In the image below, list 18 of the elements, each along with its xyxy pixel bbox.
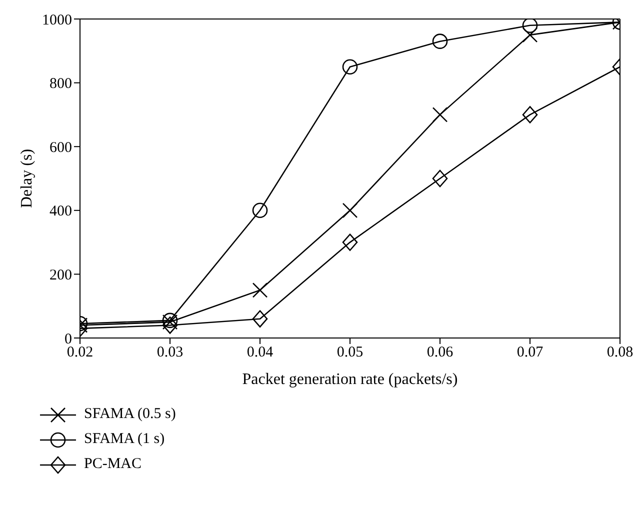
legend-label: SFAMA (1 s): [84, 431, 165, 448]
y-tick-label: 1000: [42, 12, 72, 28]
x-tick-label: 0.02: [66, 344, 94, 361]
y-tick-label: 200: [50, 268, 72, 284]
legend-label: PC-MAC: [84, 456, 142, 473]
legend-label: SFAMA (0.5 s): [84, 406, 176, 423]
y-tick-label: 400: [50, 204, 72, 220]
x-tick-label: 0.03: [156, 344, 184, 361]
x-tick-label: 0.05: [336, 344, 364, 361]
x-tick-label: 0.08: [606, 344, 633, 361]
x-tick-label: 0.04: [246, 344, 274, 361]
x-tick-label: 0.07: [516, 344, 544, 361]
x-axis-title: Packet generation rate (packets/s): [242, 371, 458, 388]
y-tick-label: 800: [50, 76, 72, 92]
y-axis-title: Delay (s): [18, 148, 36, 208]
y-tick-label: 600: [50, 140, 72, 156]
x-tick-label: 0.06: [426, 344, 454, 361]
y-tick-label: 0: [64, 331, 72, 348]
